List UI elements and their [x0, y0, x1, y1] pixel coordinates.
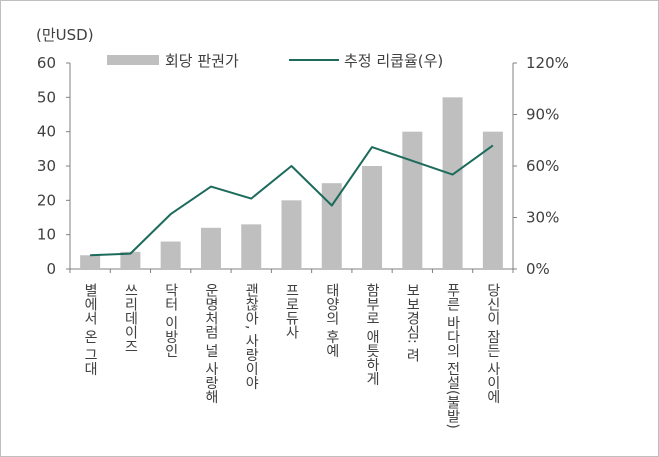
bar — [120, 251, 141, 269]
y-right-tick-label: 90% — [526, 106, 559, 124]
x-category-label: 보보경심: 려 — [404, 283, 420, 362]
x-category-label: 쓰리데이즈 — [122, 283, 138, 353]
bar — [200, 227, 221, 269]
bar — [241, 224, 262, 269]
y-left-tick-label: 10 — [37, 226, 56, 244]
y-left-tick-label: 0 — [46, 260, 56, 278]
x-category-label: 당신이 잠든 사이에 — [485, 283, 501, 404]
bar — [402, 131, 423, 269]
bar — [482, 131, 503, 269]
y-left-tick-label: 40 — [37, 123, 56, 141]
x-category-label: 푸른 바다의 전설(불발) — [445, 283, 461, 429]
bar — [362, 166, 383, 269]
unit-label: (만USD) — [36, 26, 94, 44]
y-right-tick-label: 0% — [526, 260, 550, 278]
x-category-label: 괜찮아, 사랑이야 — [243, 283, 259, 390]
y-right-tick-label: 120% — [526, 54, 569, 72]
legend-swatch-bar — [107, 55, 159, 65]
legend-label-line: 추정 리쿱율(우) — [344, 52, 443, 70]
bar — [281, 200, 302, 269]
legend-label-bar: 회당 판권가 — [165, 52, 239, 70]
bar — [80, 255, 101, 269]
y-left-tick-label: 50 — [37, 88, 56, 106]
y-left-tick-label: 60 — [37, 54, 56, 72]
x-category-label: 별에서 온 그대 — [82, 283, 98, 376]
y-right-tick-label: 30% — [526, 209, 559, 227]
y-left-tick-label: 30 — [37, 157, 56, 175]
y-right-tick-label: 60% — [526, 157, 559, 175]
y-left-tick-label: 20 — [37, 191, 56, 209]
bar — [160, 241, 181, 269]
x-category-label: 함부로 애틋하게 — [364, 283, 380, 386]
x-category-label: 프로듀사 — [284, 283, 300, 339]
x-category-label: 운명처럼 널 사랑해 — [203, 283, 219, 404]
x-category-label: 태양의 후예 — [324, 283, 340, 358]
x-category-label: 닥터 이방인 — [163, 283, 179, 358]
bar — [321, 183, 342, 269]
bar — [442, 97, 463, 269]
